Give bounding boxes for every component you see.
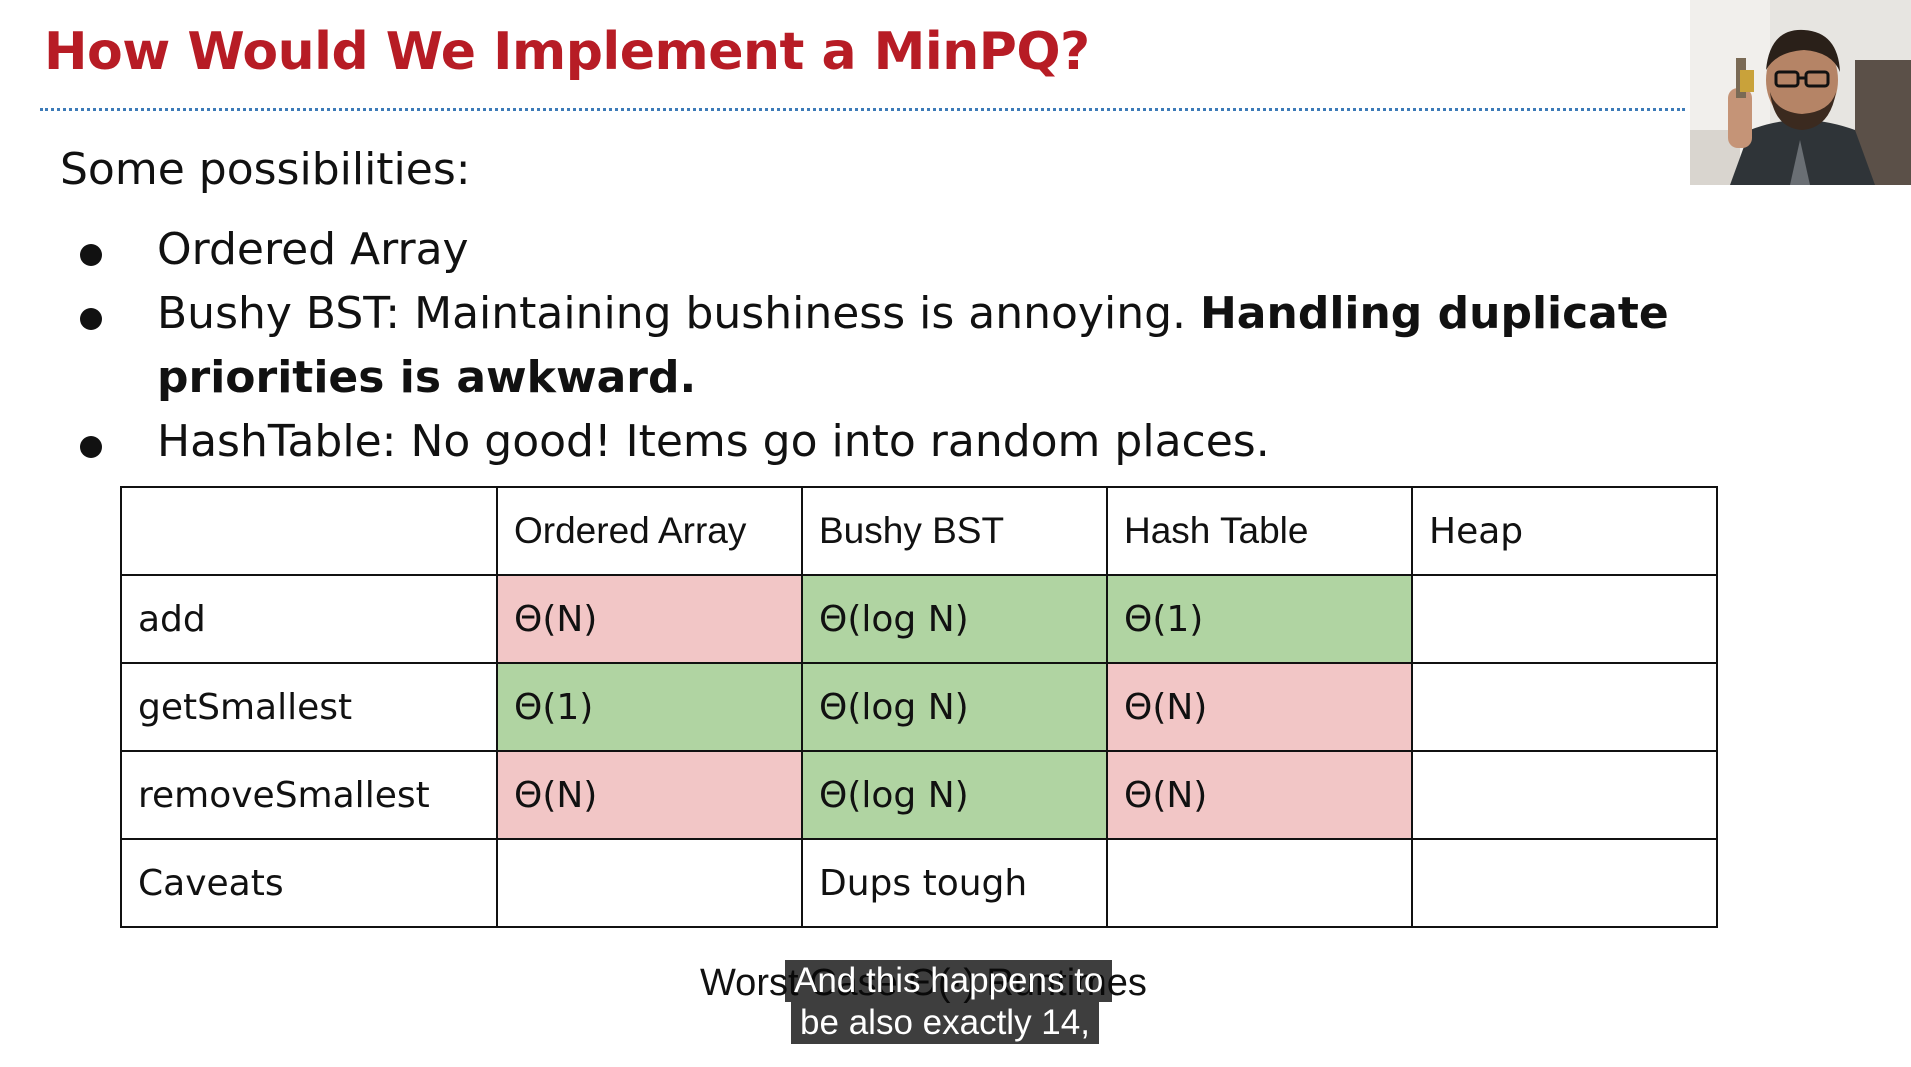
row-label-add: add <box>120 574 498 664</box>
row-label-caveats: Caveats <box>120 838 498 928</box>
row-label-removesmallest: removeSmallest <box>120 750 498 840</box>
header-cell-ordered-array: Ordered Array <box>496 486 803 576</box>
table-cell <box>1411 574 1718 664</box>
subtitle-line-1: And this happens to <box>785 960 1113 1002</box>
header-cell-empty <box>120 486 498 576</box>
table-cell: Θ(log N) <box>801 662 1108 752</box>
table-row: getSmallest Θ(1) Θ(log N) Θ(N) <box>120 662 1718 752</box>
bullet-dot-icon <box>80 308 102 330</box>
table-row: removeSmallest Θ(N) Θ(log N) Θ(N) <box>120 750 1718 840</box>
table-cell <box>1106 838 1413 928</box>
header-cell-heap: Heap <box>1411 486 1718 576</box>
intro-text: Some possibilities: <box>60 144 471 195</box>
bullet-text: HashTable: No good! Items go into random… <box>157 416 1270 467</box>
table-cell: Θ(N) <box>496 750 803 840</box>
presenter-video-icon <box>1690 0 1911 185</box>
table-cell: Θ(log N) <box>801 574 1108 664</box>
table-row: Caveats Dups tough <box>120 838 1718 928</box>
bullet-text: Bushy BST: Maintaining bushiness is anno… <box>157 288 1200 339</box>
bullet-dot-icon <box>80 436 102 458</box>
bullet-hashtable: HashTable: No good! Items go into random… <box>0 410 1680 474</box>
row-label-getsmallest: getSmallest <box>120 662 498 752</box>
table-cell <box>1411 838 1718 928</box>
subtitle-line-2: be also exactly 14, <box>791 1002 1099 1044</box>
table-cell: Θ(1) <box>1106 574 1413 664</box>
table-row: add Θ(N) Θ(log N) Θ(1) <box>120 574 1718 664</box>
table-cell: Θ(1) <box>496 662 803 752</box>
table-cell: Θ(N) <box>1106 750 1413 840</box>
table-cell: Θ(N) <box>1106 662 1413 752</box>
table-cell: Θ(N) <box>496 574 803 664</box>
video-subtitles: And this happens to be also exactly 14, <box>785 960 1113 1044</box>
header-cell-hash-table: Hash Table <box>1106 486 1413 576</box>
bullet-bushy-bst: Bushy BST: Maintaining bushiness is anno… <box>0 282 1680 410</box>
slide-title: How Would We Implement a MinPQ? <box>44 22 1090 82</box>
table-cell <box>1411 750 1718 840</box>
header-cell-bushy-bst: Bushy BST <box>801 486 1108 576</box>
table-cell: Dups tough <box>801 838 1108 928</box>
bullet-dot-icon <box>80 244 102 266</box>
table-header-row: Ordered Array Bushy BST Hash Table Heap <box>120 486 1718 576</box>
title-divider <box>40 108 1685 111</box>
table-cell: Θ(log N) <box>801 750 1108 840</box>
table-cell <box>1411 662 1718 752</box>
bullet-ordered-array: Ordered Array <box>0 218 1680 282</box>
bullet-text: Ordered Array <box>157 224 469 275</box>
possibilities-list: Ordered Array Bushy BST: Maintaining bus… <box>0 218 1680 474</box>
presenter-webcam <box>1690 0 1911 185</box>
runtime-comparison-table: Ordered Array Bushy BST Hash Table Heap … <box>120 486 1718 928</box>
bullet-bold-text: Handling duplicate priorities is awkward… <box>157 288 1669 403</box>
table-cell <box>496 838 803 928</box>
